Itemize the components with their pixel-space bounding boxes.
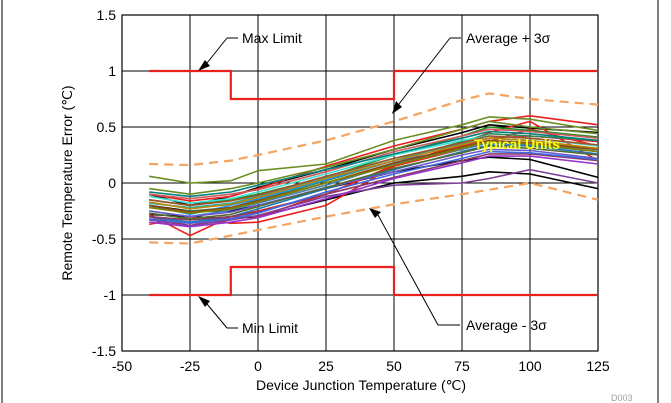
x-tick-label: -25	[180, 358, 200, 374]
tick-labels: -50 -25 0 25 50 75 100 125 -1.5 -1 -0.5 0 0.5 1 1.5	[92, 7, 610, 374]
typical-unit-line	[149, 145, 599, 220]
typical-units-label: Typical Units	[474, 136, 560, 152]
average-plus-3sigma-line	[149, 92, 599, 167]
max-limit-label: Max Limit	[242, 30, 302, 46]
x-tick-label: 0	[254, 358, 262, 374]
y-tick-label: -0.5	[92, 231, 116, 247]
max-limit-line	[149, 69, 598, 101]
sigma-lines	[149, 92, 599, 245]
y-tick-label: -1	[104, 287, 117, 303]
typical-unit-line	[149, 140, 599, 214]
average-minus-3sigma-line	[149, 181, 599, 245]
typical-unit-line	[149, 148, 599, 218]
x-tick-label: 25	[318, 358, 334, 374]
y-tick-label: 0	[108, 175, 116, 191]
x-tick-label: 100	[518, 358, 542, 374]
x-tick-label: 125	[586, 358, 610, 374]
y-tick-label: -1.5	[92, 343, 116, 359]
avg-plus-label: Average + 3σ	[466, 30, 551, 46]
annotation-max-limit: Max Limit	[198, 30, 302, 71]
typical-unit-line	[149, 135, 599, 207]
x-axis-title: Device Junction Temperature (℃)	[256, 377, 466, 393]
annotation-min-limit: Min Limit	[198, 296, 298, 336]
typical-unit-line	[149, 120, 599, 195]
avg-minus-arrowhead	[369, 208, 381, 218]
typical-unit-line	[149, 139, 599, 213]
typical-unit-line	[149, 150, 599, 225]
avg-plus-arrowhead	[392, 101, 402, 114]
typical-unit-line	[149, 130, 599, 198]
y-tick-label: 0.5	[97, 119, 117, 135]
typical-unit-line	[149, 153, 599, 221]
typical-unit-line	[149, 137, 599, 210]
y-tick-label: 1	[108, 63, 116, 79]
x-tick-label: 50	[386, 358, 402, 374]
x-tick-label: 75	[454, 358, 470, 374]
y-tick-label: 1.5	[97, 7, 117, 23]
min-limit-line	[149, 265, 598, 297]
min-limit-arrow	[206, 303, 228, 329]
y-axis-title: Remote Temperature Error (℃)	[59, 85, 75, 280]
avg-minus-arrow	[377, 214, 439, 326]
limit-lines	[149, 69, 598, 297]
avg-plus-arrow	[398, 37, 451, 105]
figure-code: D003	[611, 393, 633, 403]
min-limit-label: Min Limit	[242, 320, 298, 336]
x-tick-label: -50	[112, 358, 132, 374]
annotation-average-plus: Average + 3σ	[392, 30, 551, 114]
annotation-average-minus: Average - 3σ	[369, 208, 547, 333]
typical-unit-line	[149, 116, 599, 184]
avg-minus-label: Average - 3σ	[466, 317, 547, 333]
typical-unit-line	[149, 155, 599, 228]
max-limit-arrow	[206, 37, 228, 64]
typical-unit-lines	[148, 115, 599, 237]
typical-unit-line	[149, 168, 599, 227]
